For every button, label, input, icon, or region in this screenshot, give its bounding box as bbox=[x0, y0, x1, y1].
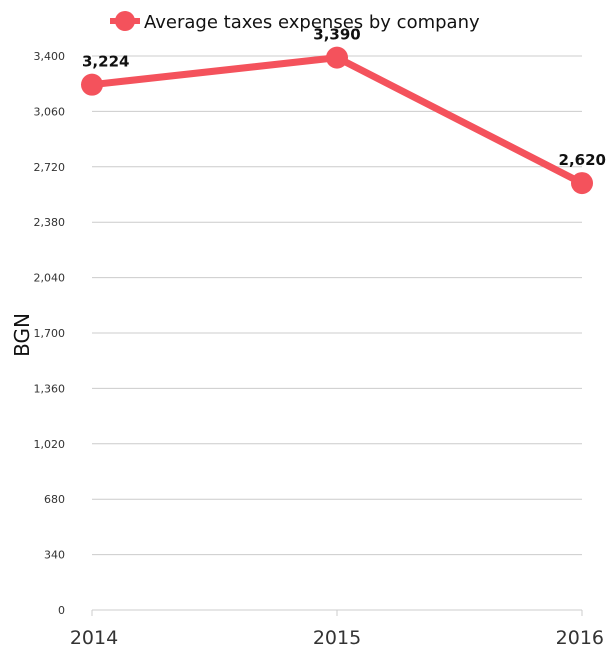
y-tick-label: 680 bbox=[44, 493, 65, 506]
y-tick-label: 3,400 bbox=[34, 50, 66, 63]
data-point bbox=[326, 46, 348, 69]
data-point bbox=[81, 73, 103, 96]
x-tick-label: 2015 bbox=[313, 627, 361, 649]
y-axis-title: BGN bbox=[10, 313, 34, 357]
data-label: 3,224 bbox=[82, 53, 129, 71]
x-tick-label: 2016 bbox=[556, 627, 604, 649]
data-labels: 3,224 3,390 2,620 bbox=[82, 26, 606, 169]
y-tick-label: 340 bbox=[44, 549, 65, 562]
series-line bbox=[88, 54, 586, 187]
series-layer bbox=[81, 46, 593, 195]
data-label: 3,390 bbox=[313, 26, 360, 44]
y-tick-label: 1,020 bbox=[34, 438, 66, 451]
legend-marker-swatch bbox=[115, 11, 135, 31]
legend: Average taxes expenses by company bbox=[110, 11, 480, 33]
x-axis-tick-labels: 2014 2015 2016 bbox=[70, 627, 604, 649]
y-tick-label: 1,700 bbox=[34, 327, 66, 340]
y-tick-label: 2,720 bbox=[34, 161, 66, 174]
data-label: 2,620 bbox=[559, 151, 606, 169]
y-tick-label: 0 bbox=[58, 604, 65, 617]
y-tick-label: 3,060 bbox=[34, 105, 66, 118]
x-tick-label: 2014 bbox=[70, 627, 118, 649]
data-point bbox=[571, 172, 593, 195]
y-tick-label: 2,040 bbox=[34, 272, 66, 285]
x-axis bbox=[91, 609, 583, 616]
y-tick-label: 1,360 bbox=[34, 382, 66, 395]
y-axis-tick-labels: 0 340 680 1,020 1,360 1,700 2,040 2,380 2,720 3,0… bbox=[34, 50, 66, 617]
grid-lines bbox=[92, 55, 582, 556]
legend-label: Average taxes expenses by company bbox=[144, 12, 480, 33]
y-tick-label: 2,380 bbox=[34, 216, 66, 229]
